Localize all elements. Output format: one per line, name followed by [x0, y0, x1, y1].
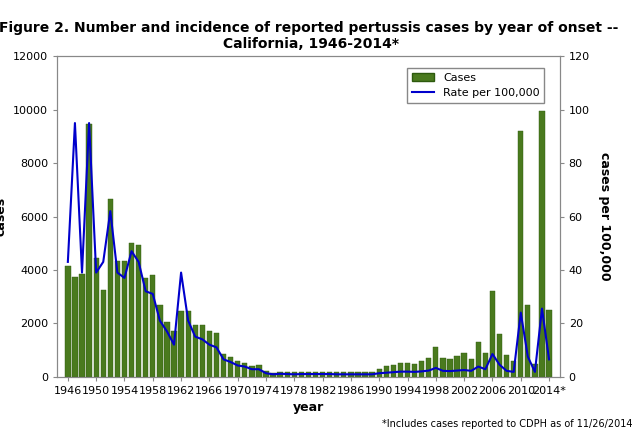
Bar	[193, 325, 198, 377]
Bar	[228, 357, 233, 377]
Rate per 100,000	[64, 259, 72, 265]
Bar	[363, 372, 368, 377]
Bar	[532, 364, 537, 377]
Bar	[320, 372, 325, 377]
Bar	[179, 311, 184, 377]
Bar	[391, 365, 396, 377]
Bar	[263, 372, 268, 377]
Bar	[476, 342, 481, 377]
Bar	[207, 331, 212, 377]
Legend: Cases, Rate per 100,000: Cases, Rate per 100,000	[408, 68, 544, 103]
Rate per 100,000	[163, 329, 170, 334]
Bar	[249, 366, 254, 377]
Bar	[221, 354, 226, 377]
Title: Figure 2. Number and incidence of reported pertussis cases by year of onset --
 : Figure 2. Number and incidence of report…	[0, 21, 618, 51]
Bar	[539, 111, 544, 377]
Bar	[270, 373, 276, 377]
Bar	[143, 278, 148, 377]
Bar	[454, 356, 460, 377]
Bar	[256, 365, 261, 377]
Bar	[462, 352, 467, 377]
Bar	[419, 361, 424, 377]
Y-axis label: cases: cases	[0, 197, 8, 236]
Y-axis label: cases per 100,000: cases per 100,000	[598, 152, 611, 281]
Bar	[412, 364, 417, 377]
Line: Rate per 100,000: Rate per 100,000	[68, 123, 549, 374]
Bar	[370, 372, 375, 377]
Rate per 100,000	[354, 372, 362, 377]
Bar	[433, 347, 438, 377]
Bar	[469, 359, 474, 377]
Bar	[66, 266, 71, 377]
Bar	[511, 361, 516, 377]
Rate per 100,000	[446, 368, 454, 374]
Rate per 100,000	[149, 291, 156, 297]
Bar	[356, 372, 361, 377]
Bar	[398, 363, 403, 377]
Bar	[214, 333, 219, 377]
Bar	[73, 277, 78, 377]
Bar	[100, 290, 106, 377]
Bar	[306, 372, 311, 377]
Bar	[377, 369, 382, 377]
Bar	[186, 311, 191, 377]
Bar	[164, 322, 170, 377]
Bar	[518, 131, 523, 377]
Bar	[284, 372, 290, 377]
Bar	[93, 258, 99, 377]
Bar	[171, 331, 177, 377]
Bar	[277, 372, 283, 377]
Bar	[86, 124, 92, 377]
Bar	[546, 310, 551, 377]
Bar	[200, 325, 205, 377]
Bar	[107, 199, 113, 377]
Rate per 100,000	[269, 372, 277, 377]
Rate per 100,000	[545, 357, 553, 362]
Rate per 100,000	[106, 209, 114, 214]
Bar	[483, 352, 488, 377]
Bar	[114, 261, 120, 377]
X-axis label: year: year	[293, 401, 324, 414]
Bar	[292, 372, 297, 377]
Bar	[405, 363, 410, 377]
Bar	[504, 355, 509, 377]
Bar	[447, 359, 453, 377]
Bar	[242, 363, 247, 377]
Text: *Includes cases reported to CDPH as of 11/26/2014: *Includes cases reported to CDPH as of 1…	[382, 419, 632, 429]
Rate per 100,000	[71, 120, 79, 126]
Bar	[136, 245, 141, 377]
Bar	[327, 372, 333, 377]
Bar	[334, 372, 340, 377]
Bar	[150, 275, 155, 377]
Bar	[497, 334, 502, 377]
Bar	[426, 358, 431, 377]
Bar	[313, 372, 318, 377]
Bar	[157, 305, 163, 377]
Bar	[122, 261, 127, 377]
Bar	[525, 305, 530, 377]
Bar	[384, 366, 389, 377]
Rate per 100,000	[538, 306, 546, 311]
Bar	[80, 274, 85, 377]
Bar	[490, 291, 495, 377]
Bar	[299, 372, 304, 377]
Bar	[129, 243, 134, 377]
Bar	[235, 361, 240, 377]
Bar	[341, 372, 347, 377]
Bar	[440, 358, 446, 377]
Bar	[349, 372, 354, 377]
